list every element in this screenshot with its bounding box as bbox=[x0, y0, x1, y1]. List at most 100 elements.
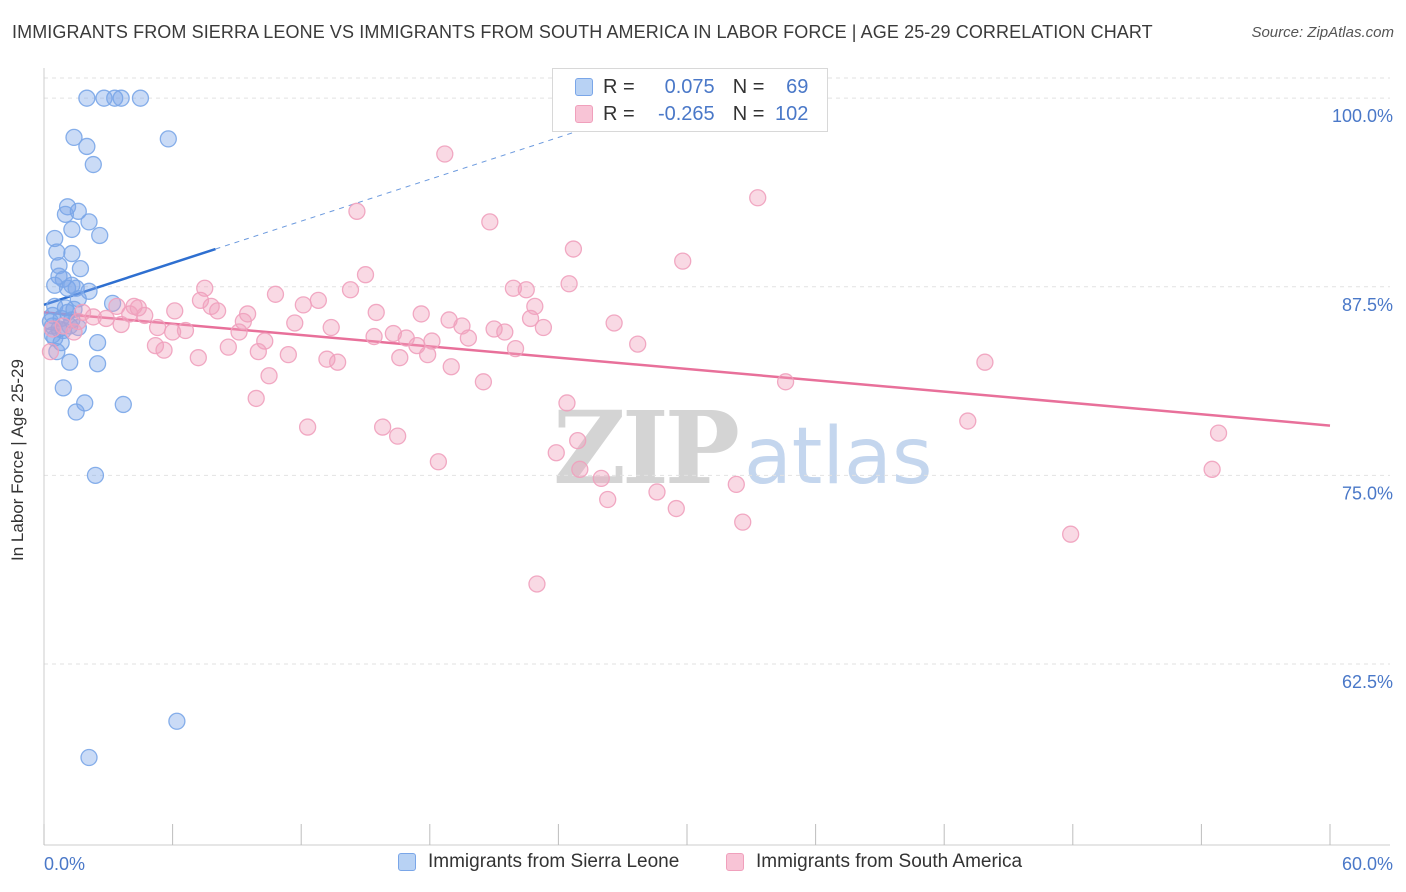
point-south-america bbox=[504, 279, 523, 297]
point-south-america bbox=[136, 306, 154, 325]
point-south-america bbox=[419, 346, 437, 364]
point-south-america bbox=[959, 412, 977, 430]
point-sierra-leone bbox=[54, 379, 72, 397]
point-south-america bbox=[1062, 525, 1080, 543]
trend-line-south-america bbox=[43, 311, 1331, 427]
point-south-america bbox=[605, 314, 623, 332]
point-south-america bbox=[391, 349, 409, 367]
point-sierra-leone bbox=[63, 220, 81, 239]
point-south-america bbox=[569, 432, 587, 450]
point-sierra-leone bbox=[56, 205, 75, 223]
point-sierra-leone bbox=[91, 226, 109, 245]
point-sierra-leone bbox=[63, 244, 81, 263]
bottom-legend-label-south-america: Immigrants from South America bbox=[756, 851, 1023, 872]
point-south-america bbox=[667, 499, 685, 518]
point-south-america bbox=[629, 335, 647, 353]
point-sierra-leone bbox=[106, 89, 124, 107]
point-south-america bbox=[309, 291, 327, 309]
point-south-america bbox=[247, 389, 265, 408]
point-south-america bbox=[459, 329, 478, 347]
point-sierra-leone bbox=[65, 128, 83, 147]
bottom-legend-swatch-sierra-leone bbox=[398, 853, 416, 871]
point-sierra-leone bbox=[69, 290, 87, 308]
chart-title: IMMIGRANTS FROM SIERRA LEONE VS IMMIGRAN… bbox=[12, 22, 1153, 42]
point-sierra-leone bbox=[48, 342, 66, 361]
point-south-america bbox=[560, 275, 578, 293]
point-south-america bbox=[442, 358, 460, 376]
point-south-america bbox=[322, 318, 340, 337]
point-south-america bbox=[776, 373, 795, 391]
point-south-america bbox=[163, 323, 182, 341]
legend-r-value-sierra-leone: 0.075 bbox=[664, 75, 715, 98]
point-south-america bbox=[256, 332, 274, 350]
point-sierra-leone bbox=[84, 155, 102, 174]
point-south-america bbox=[429, 453, 448, 471]
x-tick-label: 0.0% bbox=[44, 854, 85, 874]
watermark: ZIP atlas bbox=[553, 398, 932, 499]
point-south-america bbox=[219, 338, 237, 356]
point-south-america bbox=[558, 394, 576, 412]
legend-r-label: R = bbox=[603, 75, 635, 98]
point-sierra-leone bbox=[69, 202, 87, 220]
point-south-america bbox=[506, 339, 525, 358]
point-south-america bbox=[749, 189, 767, 207]
point-south-america bbox=[108, 297, 126, 316]
point-south-america bbox=[286, 314, 304, 332]
trend-extension-sierra-leone bbox=[215, 115, 623, 250]
point-south-america bbox=[348, 202, 366, 220]
point-south-america bbox=[196, 279, 214, 297]
point-sierra-leone bbox=[86, 466, 105, 485]
point-south-america bbox=[148, 318, 167, 337]
point-sierra-leone bbox=[46, 276, 64, 294]
point-south-america bbox=[230, 323, 248, 341]
point-south-america bbox=[534, 318, 553, 337]
point-south-america bbox=[727, 475, 745, 494]
point-sierra-leone bbox=[159, 130, 177, 148]
point-south-america bbox=[112, 315, 130, 334]
point-south-america bbox=[526, 297, 544, 316]
point-south-america bbox=[412, 305, 430, 323]
legend-r-label: R = bbox=[603, 102, 635, 125]
point-south-america bbox=[238, 305, 257, 323]
point-sierra-leone bbox=[48, 243, 66, 261]
point-sierra-leone bbox=[46, 229, 64, 248]
point-sierra-leone bbox=[88, 333, 107, 352]
point-south-america bbox=[384, 324, 403, 343]
point-south-america bbox=[208, 302, 227, 320]
point-south-america bbox=[176, 321, 195, 340]
point-sierra-leone bbox=[67, 403, 85, 421]
point-south-america bbox=[547, 444, 565, 462]
trend-lines bbox=[43, 115, 1331, 427]
y-tick-label: 75.0% bbox=[1342, 483, 1393, 503]
point-south-america bbox=[592, 469, 610, 488]
bottom-legend-swatch-south-america bbox=[726, 853, 744, 871]
point-south-america bbox=[474, 373, 493, 391]
point-south-america bbox=[328, 353, 347, 371]
point-south-america bbox=[65, 323, 83, 341]
legend-row-sierra-leone: R = 0.075 N = 69 bbox=[575, 74, 808, 100]
point-south-america bbox=[260, 367, 278, 385]
legend-swatch-south-america bbox=[575, 105, 593, 123]
point-sierra-leone bbox=[71, 260, 90, 278]
point-south-america bbox=[365, 327, 383, 346]
point-south-america bbox=[373, 418, 392, 436]
point-sierra-leone bbox=[112, 89, 130, 107]
data-points bbox=[41, 89, 1228, 767]
source-label: Source: ZipAtlas.com bbox=[1251, 24, 1394, 41]
point-south-america bbox=[564, 240, 583, 258]
point-south-america bbox=[279, 346, 297, 364]
legend-n-label: N = bbox=[732, 75, 765, 98]
point-south-america bbox=[73, 303, 92, 322]
point-south-america bbox=[599, 490, 617, 509]
point-south-america bbox=[166, 302, 184, 320]
y-tick-labels: 62.5% 75.0% 87.5% 100.0% bbox=[1332, 106, 1393, 692]
point-sierra-leone bbox=[168, 712, 186, 730]
axes bbox=[43, 68, 1390, 846]
point-south-america bbox=[294, 296, 312, 314]
point-sierra-leone bbox=[88, 355, 107, 373]
bottom-legend-south-america: Immigrants from South America bbox=[726, 851, 1022, 873]
point-south-america bbox=[388, 427, 407, 445]
point-south-america bbox=[674, 252, 692, 270]
point-sierra-leone bbox=[54, 270, 72, 288]
